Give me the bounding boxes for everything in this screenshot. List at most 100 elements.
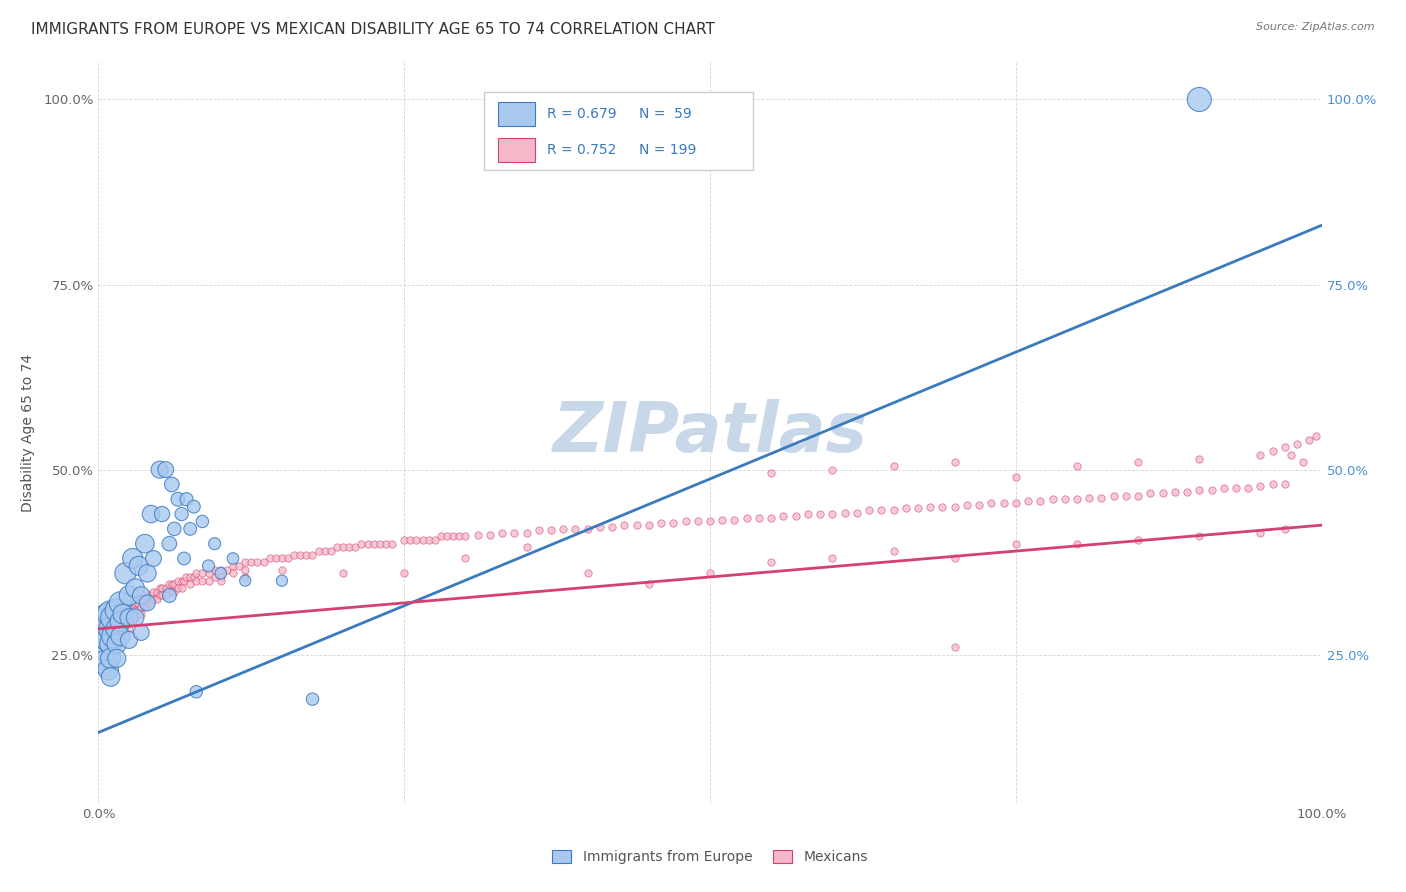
Point [111,603,134,617]
Point [179,577,201,591]
Point [100,615,122,629]
Point [301,692,323,706]
Point [197,558,219,573]
Point [155,589,177,603]
Point [270,574,294,588]
Point [142,584,165,599]
Point [110,615,132,629]
Point [363,536,385,550]
Point [858,503,880,517]
Point [1249,525,1271,540]
Point [314,544,336,558]
Point [97,632,120,647]
Point [114,603,136,617]
Point [1004,496,1026,510]
Point [870,503,893,517]
Point [1128,455,1150,469]
Point [301,548,323,562]
Point [136,589,159,603]
Point [197,566,219,581]
Point [883,503,905,517]
Point [576,522,599,536]
Point [1188,483,1211,498]
Point [1188,451,1211,466]
Point [1274,477,1296,491]
Point [943,455,966,469]
Point [277,551,299,566]
Point [943,551,966,566]
Legend: Immigrants from Europe, Mexicans: Immigrants from Europe, Mexicans [547,845,873,870]
Point [350,536,373,550]
Point [1249,479,1271,493]
Point [1029,493,1052,508]
Point [167,492,190,507]
Point [105,637,128,651]
Point [173,574,195,588]
Text: N =  59: N = 59 [640,107,692,121]
Point [270,563,294,577]
Point [821,507,844,521]
Point [907,501,929,516]
Point [1066,458,1088,473]
Point [1274,441,1296,455]
Point [454,551,477,566]
Point [146,584,169,599]
Point [163,522,186,536]
Point [204,563,226,577]
Point [356,536,378,550]
Point [392,566,416,581]
Point [134,599,156,614]
Point [436,529,458,543]
Point [967,498,990,512]
Point [1274,522,1296,536]
Point [699,566,721,581]
Point [209,570,232,584]
Point [637,518,661,533]
Point [110,596,132,610]
Point [163,577,186,591]
Point [150,507,173,521]
Point [105,651,128,665]
Point [1292,455,1315,469]
Point [146,592,169,607]
Point [97,610,120,624]
Point [155,581,177,595]
Point [111,618,134,632]
Point [1249,448,1271,462]
Point [1261,444,1284,458]
Point [186,685,208,699]
Point [515,525,537,540]
Point [993,496,1015,510]
Point [233,555,256,569]
Point [170,574,193,588]
Point [1237,481,1260,495]
Text: ZIPatlas: ZIPatlas [553,399,868,467]
Point [344,541,367,555]
Point [1128,533,1150,547]
Point [564,522,586,536]
Point [808,507,831,521]
Point [1175,484,1198,499]
Point [118,599,141,614]
Point [478,528,501,542]
Point [124,603,146,617]
Text: N = 199: N = 199 [640,143,696,157]
Point [129,589,152,603]
Point [160,577,183,591]
Point [160,477,183,491]
Point [100,607,122,621]
Point [270,551,294,566]
Point [264,551,287,566]
FancyBboxPatch shape [484,92,752,169]
Point [381,536,404,550]
Point [1115,489,1137,503]
Point [319,544,342,558]
Point [222,566,245,581]
Point [118,607,141,621]
Point [761,467,783,481]
Point [128,558,150,573]
Y-axis label: Disability Age 65 to 74: Disability Age 65 to 74 [21,353,35,512]
Point [118,610,141,624]
Point [1212,481,1234,495]
Point [761,555,783,569]
